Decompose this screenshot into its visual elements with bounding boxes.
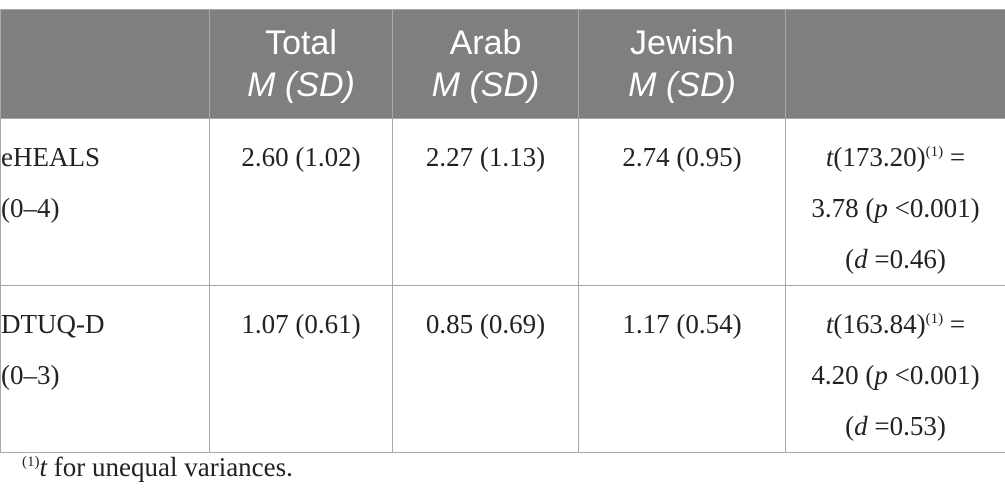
header-arab-stat: M (SD) [431,66,540,104]
test-eq: = [943,142,966,172]
footnote-symbol: t [39,452,48,482]
effect-open: ( [845,411,855,441]
total-value: 2.60 (1.02) [209,118,393,286]
p-symbol: p [874,193,888,223]
row-range: (0–4) [1,193,60,223]
table-body: eHEALS (0–4) 2.60 (1.02) 2.27 (1.13) 2.7… [0,118,1005,453]
test-value: 4.20 ( [811,360,875,390]
test-df: (163.84) [833,309,926,339]
results-table: Total M (SD) Arab M (SD) Jewish M (SD) e… [0,9,1005,453]
footnote-ref: (1) [925,144,944,160]
header-jewish-stat: M (SD) [628,66,736,104]
footnote-marker: (1) [22,454,40,470]
test-value: 3.78 ( [811,193,875,223]
arab-value: 2.27 (1.13) [392,118,579,286]
header-jewish-title: Jewish [630,24,734,62]
test-eq: = [943,309,966,339]
header-arab-title: Arab [449,24,522,62]
p-value: <0.001) [887,360,980,390]
d-symbol: d [854,411,868,441]
header-total: Total M (SD) [209,9,393,119]
effect-open: ( [845,244,855,274]
row-name: DTUQ-D [1,309,105,339]
table-header: Total M (SD) Arab M (SD) Jewish M (SD) [0,9,1005,119]
jewish-value: 1.17 (0.54) [578,285,786,453]
header-test-cell [785,9,1005,119]
total-value: 1.07 (0.61) [209,285,393,453]
d-symbol: d [854,244,868,274]
header-arab: Arab M (SD) [392,9,579,119]
header-total-stat: M (SD) [247,66,355,104]
footnote-text: for unequal variances. [47,452,293,482]
row-label-cell: DTUQ-D (0–3) [0,285,210,453]
p-symbol: p [874,360,888,390]
test-df: (173.20) [833,142,926,172]
p-value: <0.001) [887,193,980,223]
table-row: eHEALS (0–4) 2.60 (1.02) 2.27 (1.13) 2.7… [0,118,1005,286]
jewish-value: 2.74 (0.95) [578,118,786,286]
header-empty-cell [0,9,210,119]
header-total-title: Total [265,24,337,62]
header-jewish: Jewish M (SD) [578,9,786,119]
test-statistic-cell: t(173.20)(1) = 3.78 (p <0.001) (d =0.46) [785,118,1005,286]
effect-size: =0.53) [867,411,946,441]
arab-value: 0.85 (0.69) [392,285,579,453]
row-range: (0–3) [1,360,60,390]
test-stat-symbol: t [825,309,834,339]
effect-size: =0.46) [867,244,946,274]
header-row: Total M (SD) Arab M (SD) Jewish M (SD) [0,9,1005,119]
row-label-cell: eHEALS (0–4) [0,118,210,286]
test-statistic-cell: t(163.84)(1) = 4.20 (p <0.001) (d =0.53) [785,285,1005,453]
table-footnote: (1)t for unequal variances. [22,452,293,483]
footnote-ref: (1) [925,311,944,327]
test-stat-symbol: t [825,142,834,172]
table-row: DTUQ-D (0–3) 1.07 (0.61) 0.85 (0.69) 1.1… [0,285,1005,453]
row-name: eHEALS [1,142,100,172]
